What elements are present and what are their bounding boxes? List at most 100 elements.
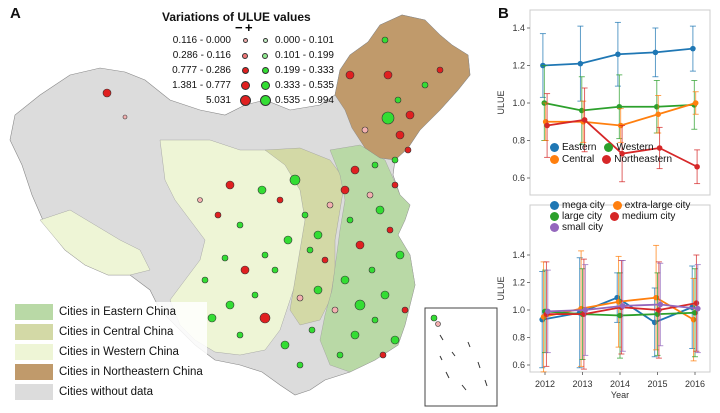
x-tick-label: 2016 [685,379,705,389]
city-dot [301,211,309,219]
city-dot [436,66,444,74]
city-dot [296,294,304,302]
legend-neg-range: 0.777 - 0.286 [172,65,231,76]
legend-marker [550,201,559,210]
city-dot [421,81,429,89]
city-dot [261,251,269,259]
legend-minus-sign: − [235,20,243,35]
inset-city-dot [435,321,441,327]
city-dot [355,240,365,250]
city-dot [313,230,323,240]
city-dot [371,161,379,169]
legend-label: large city [562,211,603,222]
legend-marker [550,143,559,152]
data-point [545,308,551,315]
y-tick-label: 1.2 [512,278,525,288]
legend-item: small city [550,222,603,233]
legend-neg-range: 0.286 - 0.116 [172,50,231,61]
y-axis-label: ULUE [496,90,506,114]
chart1-legend: Eastern Western Central Northeastern [550,142,710,165]
legend-item: medium city [610,211,675,222]
data-point [695,305,701,312]
x-tick-label: 2015 [647,379,667,389]
legend-item: large city [550,211,602,222]
china-map [9,14,498,407]
legend-marker [602,155,612,164]
legend-marker [610,212,620,221]
city-dot [394,96,402,104]
legend-marker [550,155,559,164]
data-point [620,303,626,309]
data-point [690,316,697,323]
city-dot [390,335,400,345]
city-dot [345,70,355,80]
neg-dot-size-3 [241,67,249,74]
city-dot [276,196,284,204]
city-dot [404,146,412,154]
inset-city-dot [430,314,438,322]
y-tick-label: 0.8 [512,333,525,343]
legend-pos-range: 0.199 - 0.333 [275,65,334,76]
city-dot [283,235,293,245]
region-label: Cities in Western China [59,346,179,358]
neg-dot-size-4 [240,81,250,90]
city-dot [251,291,259,299]
city-dot [321,256,329,264]
city-dot [379,351,387,359]
city-dot [296,361,304,369]
data-point [693,300,700,306]
size-legend: 0.116 - 0.000 0.000 - 0.101 0.286 - 0.11… [145,33,345,108]
city-dot [280,340,290,350]
city-dot [236,221,244,229]
city-dot [221,254,229,262]
city-dot [271,266,279,274]
city-dot [350,330,360,340]
city-dot [257,185,267,195]
city-dot [214,211,222,219]
city-dot [340,185,350,195]
city-dot [375,205,385,215]
y-tick-label: 1.0 [512,305,525,315]
city-dot [306,246,314,254]
city-dot [225,180,235,190]
city-dot [391,156,399,164]
city-dot [122,114,128,120]
pos-dot-size-2 [262,52,268,59]
y-tick-label: 1.4 [512,23,525,33]
line-charts: 0.6 0.8 1.0 1.2 1.4 ULUE 0.6 0.8 1.0 1.2 1.4 ULUE 20… [496,9,711,400]
x-axis-label: Year [611,390,629,400]
legend-label: small city [562,222,604,233]
city-dot [102,88,112,98]
city-dot [354,299,366,311]
region-swatch-northeastern [15,364,53,380]
x-tick-label: 2014 [610,379,630,389]
city-dot [308,326,316,334]
legend-label: extra-large city [624,200,691,211]
neg-dot-size-1 [242,38,248,43]
legend-label: mega city [562,200,605,211]
city-dot [331,306,339,314]
city-dot [401,306,409,314]
legend-label: Western [616,142,654,153]
data-point [651,319,658,326]
city-dot [361,126,369,134]
legend-pos-range: 0.333 - 0.535 [275,80,334,91]
city-dot [240,265,250,275]
city-dot [350,165,360,175]
legend-marker [550,212,559,221]
city-dot [368,266,376,274]
legend-marker [612,201,622,210]
city-dot [236,331,244,339]
data-point [656,307,662,313]
legend-marker [604,143,614,152]
map-western-north-region [39,209,151,276]
data-point [615,298,622,305]
legend-pos-range: 0.535 - 0.994 [275,95,334,106]
city-dot [289,174,301,186]
data-point [544,122,550,129]
neg-dot-size-2 [242,52,248,59]
region-legend-item: Cities in Western China [15,342,207,362]
map-northeastern-region [334,14,471,161]
y-tick-label: 1.2 [512,61,525,71]
legend-item: extra-large city [612,200,691,211]
